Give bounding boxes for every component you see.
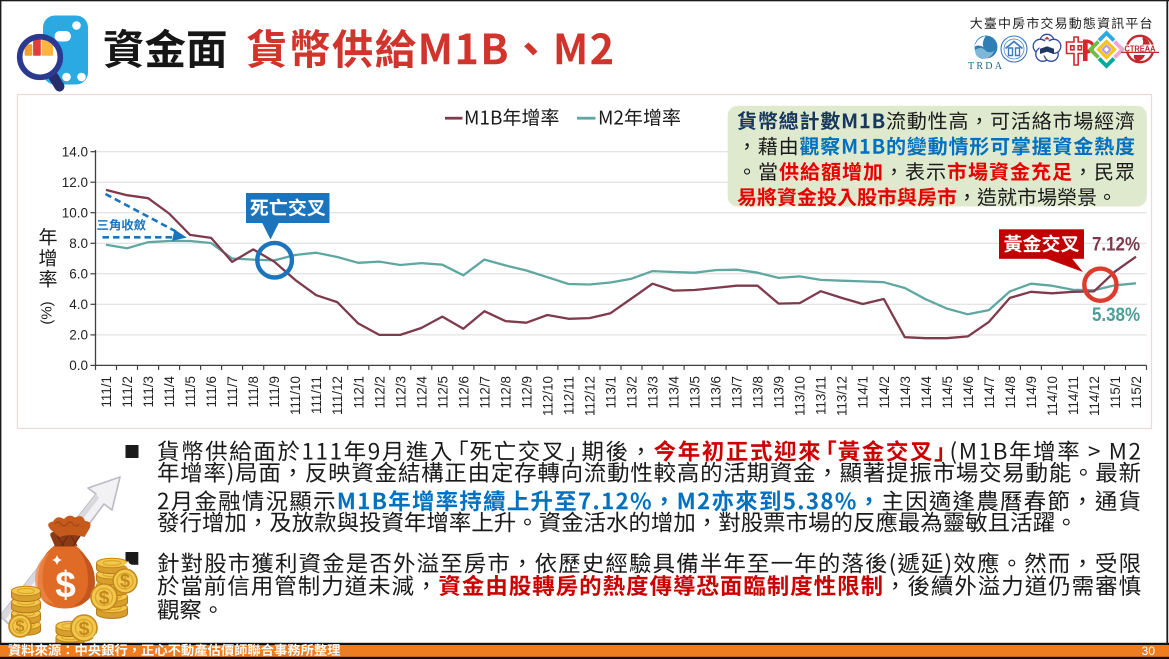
svg-text:114/9: 114/9 <box>1024 376 1039 409</box>
svg-text:114/8: 114/8 <box>1003 376 1018 409</box>
svg-text:112/10: 112/10 <box>540 376 555 416</box>
svg-text:2.0: 2.0 <box>69 328 88 343</box>
svg-text:114/3: 114/3 <box>898 376 913 409</box>
svg-text:113/2: 113/2 <box>625 376 640 409</box>
svg-text:114/4: 114/4 <box>919 375 934 408</box>
svg-text:112/7: 112/7 <box>477 376 492 409</box>
svg-text:$: $ <box>99 587 110 609</box>
svg-text:112/11: 112/11 <box>561 376 576 415</box>
svg-text:111/4: 111/4 <box>162 375 177 407</box>
svg-text:0.0: 0.0 <box>69 358 88 373</box>
svg-text:111/2: 111/2 <box>120 376 135 408</box>
svg-text:112/2: 112/2 <box>372 376 387 409</box>
svg-text:6.0: 6.0 <box>69 267 88 282</box>
svg-text:111/9: 111/9 <box>267 376 282 408</box>
svg-text:111/5: 111/5 <box>183 376 198 408</box>
svg-text:$: $ <box>120 571 130 591</box>
svg-text:111/1: 111/1 <box>99 376 114 408</box>
svg-text:115/1: 115/1 <box>1108 376 1123 409</box>
svg-text:114/10: 114/10 <box>1045 376 1060 416</box>
svg-text:112/6: 112/6 <box>456 376 471 409</box>
svg-text:113/5: 113/5 <box>688 376 703 409</box>
svg-text:115/2: 115/2 <box>1129 376 1144 409</box>
svg-text:CTREAA: CTREAA <box>1125 44 1156 53</box>
svg-text:112/8: 112/8 <box>498 376 513 409</box>
svg-text:111/3: 111/3 <box>141 376 156 408</box>
svg-text:114/12: 114/12 <box>1087 376 1102 416</box>
svg-text:112/5: 112/5 <box>435 376 450 409</box>
svg-text:5.38%: 5.38% <box>1092 304 1140 326</box>
svg-text:113/4: 113/4 <box>667 375 682 408</box>
svg-text:111/8: 111/8 <box>246 376 261 408</box>
svg-text:112/12: 112/12 <box>582 376 597 416</box>
svg-text:114/5: 114/5 <box>940 376 955 409</box>
svg-text:114/1: 114/1 <box>856 376 871 409</box>
svg-text:113/11: 113/11 <box>814 376 829 415</box>
svg-text:113/1: 113/1 <box>603 376 618 409</box>
svg-text:4.0: 4.0 <box>69 297 88 312</box>
svg-text:7.12%: 7.12% <box>1092 234 1140 256</box>
svg-text:14.0: 14.0 <box>62 145 88 160</box>
svg-text:113/12: 113/12 <box>835 376 850 416</box>
svg-text:111/11: 111/11 <box>309 376 324 414</box>
svg-text:113/7: 113/7 <box>730 376 745 409</box>
svg-text:113/6: 113/6 <box>709 376 724 409</box>
svg-text:112/3: 112/3 <box>393 376 408 409</box>
svg-text:113/8: 113/8 <box>751 376 766 409</box>
svg-text:TRDA: TRDA <box>968 61 1003 72</box>
svg-text:113/9: 113/9 <box>772 376 787 409</box>
svg-text:114/2: 114/2 <box>877 376 892 409</box>
svg-text:112/1: 112/1 <box>351 376 366 409</box>
svg-text:(%): (%) <box>38 301 55 324</box>
svg-text:$: $ <box>15 618 24 636</box>
svg-text:112/4: 112/4 <box>414 375 429 408</box>
svg-text:111/12: 111/12 <box>330 376 345 415</box>
svg-text:114/11: 114/11 <box>1066 376 1081 415</box>
svg-text:10.0: 10.0 <box>62 206 88 221</box>
svg-text:8.0: 8.0 <box>69 236 88 251</box>
svg-text:12.0: 12.0 <box>62 175 88 190</box>
svg-text:111/10: 111/10 <box>288 376 303 415</box>
svg-text:113/10: 113/10 <box>793 376 808 416</box>
svg-text:114/7: 114/7 <box>982 376 997 409</box>
svg-text:$: $ <box>79 618 90 640</box>
svg-text:$: $ <box>55 564 76 605</box>
svg-text:111/7: 111/7 <box>225 376 240 408</box>
svg-text:112/9: 112/9 <box>519 376 534 409</box>
svg-text:30: 30 <box>1142 644 1156 658</box>
svg-text:113/3: 113/3 <box>646 376 661 409</box>
svg-text:111/6: 111/6 <box>204 376 219 408</box>
svg-text:114/6: 114/6 <box>961 376 976 409</box>
